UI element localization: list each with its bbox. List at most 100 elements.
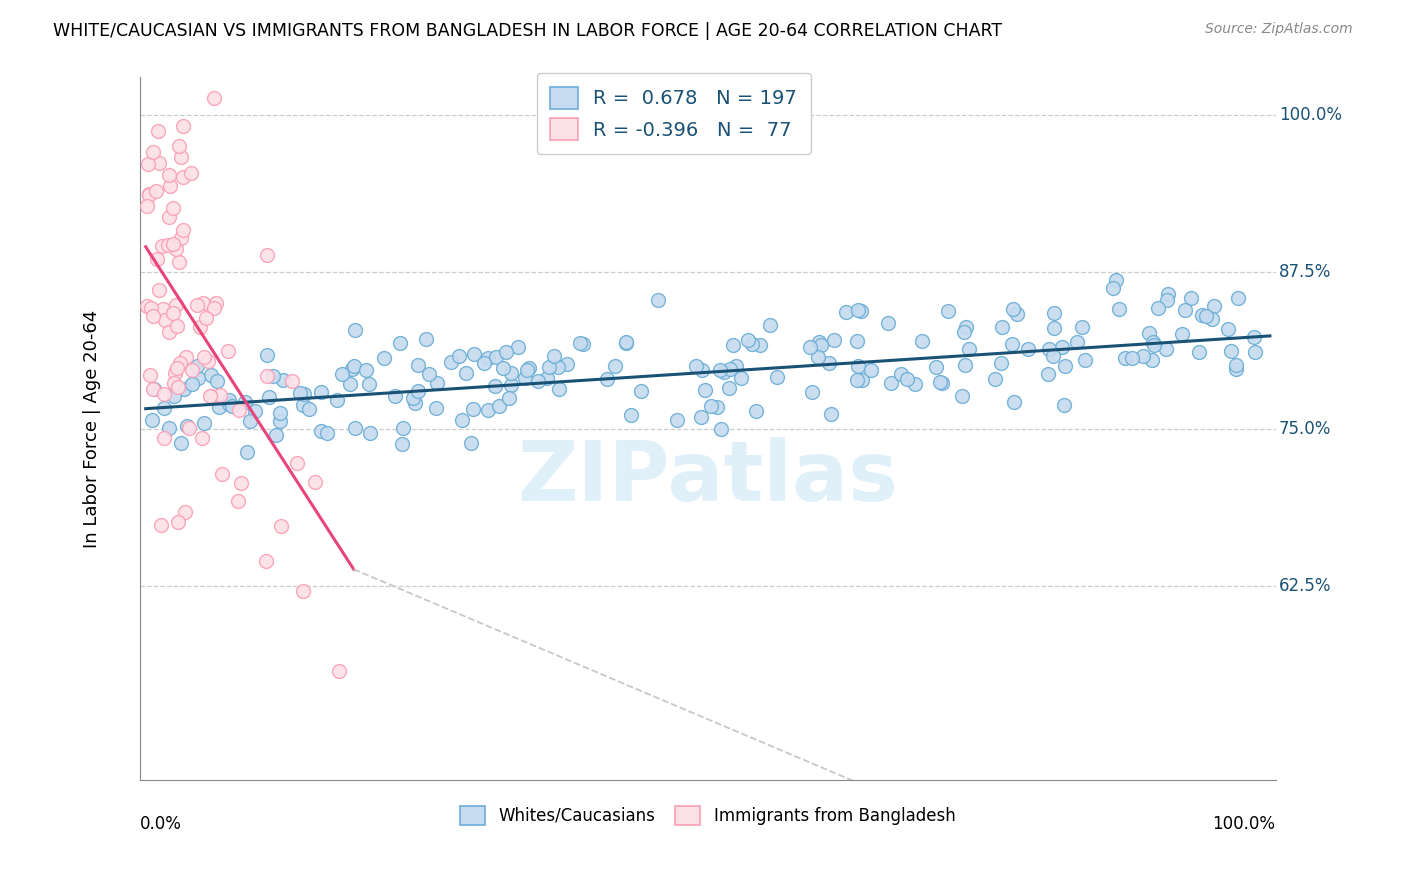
Point — [233, 394, 256, 409]
Point — [256, 369, 278, 384]
Point — [269, 414, 291, 428]
Text: 100.0%: 100.0% — [1212, 815, 1275, 833]
Point — [950, 389, 973, 403]
Point — [281, 374, 304, 388]
Point — [537, 360, 560, 375]
Point — [193, 295, 215, 310]
Point — [709, 362, 731, 376]
Point — [1105, 273, 1128, 287]
Point — [297, 402, 319, 417]
Point — [498, 391, 520, 405]
Point — [389, 336, 412, 351]
Point — [186, 359, 208, 373]
Point — [925, 360, 948, 375]
Point — [150, 517, 173, 532]
Point — [1220, 343, 1243, 358]
Point — [262, 369, 284, 384]
Point — [450, 413, 472, 427]
Point — [309, 385, 332, 400]
Point — [1195, 309, 1218, 323]
Point — [157, 325, 180, 339]
Point — [157, 421, 180, 435]
Point — [527, 374, 550, 388]
Point — [170, 231, 193, 245]
Point — [1201, 312, 1223, 326]
Point — [218, 397, 240, 411]
Point — [1147, 301, 1170, 315]
Point — [176, 418, 198, 433]
Text: 87.5%: 87.5% — [1279, 263, 1331, 281]
Point — [229, 475, 252, 490]
Text: WHITE/CAUCASIAN VS IMMIGRANTS FROM BANGLADESH IN LABOR FORCE | AGE 20-64 CORRELA: WHITE/CAUCASIAN VS IMMIGRANTS FROM BANGL… — [53, 22, 1002, 40]
Point — [153, 431, 176, 445]
Point — [166, 361, 188, 376]
Point — [717, 381, 740, 395]
Point — [194, 310, 217, 325]
Point — [931, 376, 953, 391]
Point — [685, 359, 707, 373]
Point — [911, 334, 934, 349]
Point — [517, 361, 540, 376]
Point — [180, 166, 202, 180]
Point — [765, 369, 787, 384]
Point — [169, 356, 191, 370]
Point — [506, 340, 529, 354]
Point — [170, 150, 193, 164]
Point — [142, 145, 165, 159]
Text: 0.0%: 0.0% — [141, 815, 181, 833]
Point — [501, 366, 523, 380]
Point — [142, 382, 165, 396]
Point — [1191, 308, 1213, 322]
Point — [221, 399, 243, 413]
Point — [290, 386, 312, 401]
Point — [205, 295, 228, 310]
Point — [135, 299, 157, 313]
Point — [211, 467, 233, 482]
Point — [150, 239, 173, 253]
Point — [404, 396, 426, 410]
Point — [1204, 299, 1226, 313]
Point — [596, 372, 619, 386]
Point — [759, 318, 782, 332]
Point — [548, 383, 571, 397]
Point — [359, 425, 381, 440]
Point — [1001, 302, 1024, 317]
Point — [692, 363, 714, 377]
Point — [1002, 394, 1025, 409]
Point — [426, 376, 449, 391]
Point — [835, 305, 858, 319]
Point — [163, 389, 186, 403]
Point — [208, 401, 231, 415]
Point — [1074, 353, 1097, 368]
Point — [342, 359, 364, 373]
Point — [200, 389, 222, 403]
Point — [1143, 337, 1166, 351]
Point — [710, 422, 733, 436]
Point — [477, 403, 499, 417]
Point — [1052, 340, 1074, 354]
Point — [1070, 319, 1092, 334]
Point — [807, 334, 830, 349]
Point — [186, 298, 208, 312]
Point — [1142, 334, 1164, 349]
Point — [1244, 344, 1267, 359]
Point — [461, 401, 484, 416]
Point — [157, 210, 180, 224]
Point — [163, 376, 186, 390]
Point — [477, 351, 499, 365]
Point — [1174, 302, 1197, 317]
Point — [139, 301, 162, 315]
Text: 62.5%: 62.5% — [1279, 576, 1331, 595]
Point — [180, 377, 202, 392]
Point — [153, 401, 176, 415]
Point — [415, 332, 437, 346]
Point — [264, 428, 287, 442]
Text: In Labor Force | Age 20-64: In Labor Force | Age 20-64 — [83, 310, 101, 548]
Point — [163, 366, 186, 380]
Point — [316, 425, 339, 440]
Point — [1157, 286, 1180, 301]
Point — [647, 293, 669, 307]
Point — [172, 119, 194, 133]
Point — [406, 359, 429, 373]
Point — [745, 403, 768, 417]
